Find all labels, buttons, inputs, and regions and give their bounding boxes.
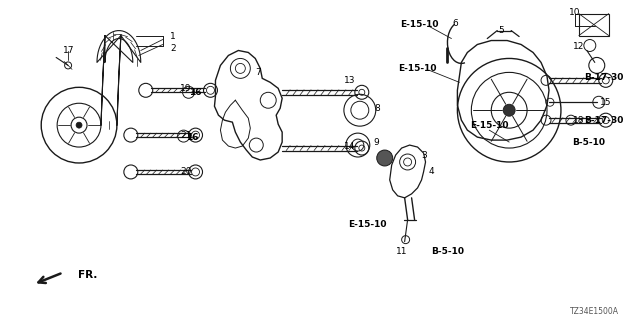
Text: 8: 8 (375, 104, 381, 113)
Text: 5: 5 (499, 26, 504, 35)
Text: 17: 17 (63, 46, 75, 55)
Text: E-15-10: E-15-10 (398, 64, 437, 73)
Text: 7: 7 (255, 68, 261, 77)
Text: B-17-30: B-17-30 (584, 73, 623, 82)
Text: 6: 6 (452, 19, 458, 28)
Text: 1: 1 (170, 32, 175, 41)
Text: E-15-10: E-15-10 (470, 121, 509, 130)
Text: 21: 21 (180, 131, 191, 140)
Text: E-15-10: E-15-10 (349, 220, 387, 229)
Circle shape (76, 122, 82, 128)
Text: 15: 15 (600, 98, 611, 107)
Text: B-5-10: B-5-10 (572, 138, 605, 147)
Text: 16: 16 (186, 132, 199, 141)
Text: B-5-10: B-5-10 (431, 247, 464, 256)
Text: 19: 19 (180, 84, 191, 93)
Circle shape (377, 150, 393, 166)
Text: 18: 18 (573, 116, 584, 125)
Text: 4: 4 (429, 167, 435, 176)
Text: B-17-30: B-17-30 (584, 116, 623, 125)
Text: FR.: FR. (78, 269, 97, 279)
Text: 3: 3 (422, 150, 428, 160)
Circle shape (503, 104, 515, 116)
Text: 13: 13 (344, 76, 356, 85)
Text: 16: 16 (189, 88, 202, 97)
Text: 20: 20 (180, 167, 191, 176)
Text: 2: 2 (171, 44, 177, 53)
Text: TZ34E1500A: TZ34E1500A (570, 307, 619, 316)
Text: 10: 10 (569, 8, 580, 17)
Text: 9: 9 (373, 138, 379, 147)
Text: 14: 14 (344, 141, 356, 151)
Text: E-15-10: E-15-10 (400, 20, 439, 29)
Text: 12: 12 (573, 42, 584, 51)
Text: 11: 11 (396, 247, 408, 256)
